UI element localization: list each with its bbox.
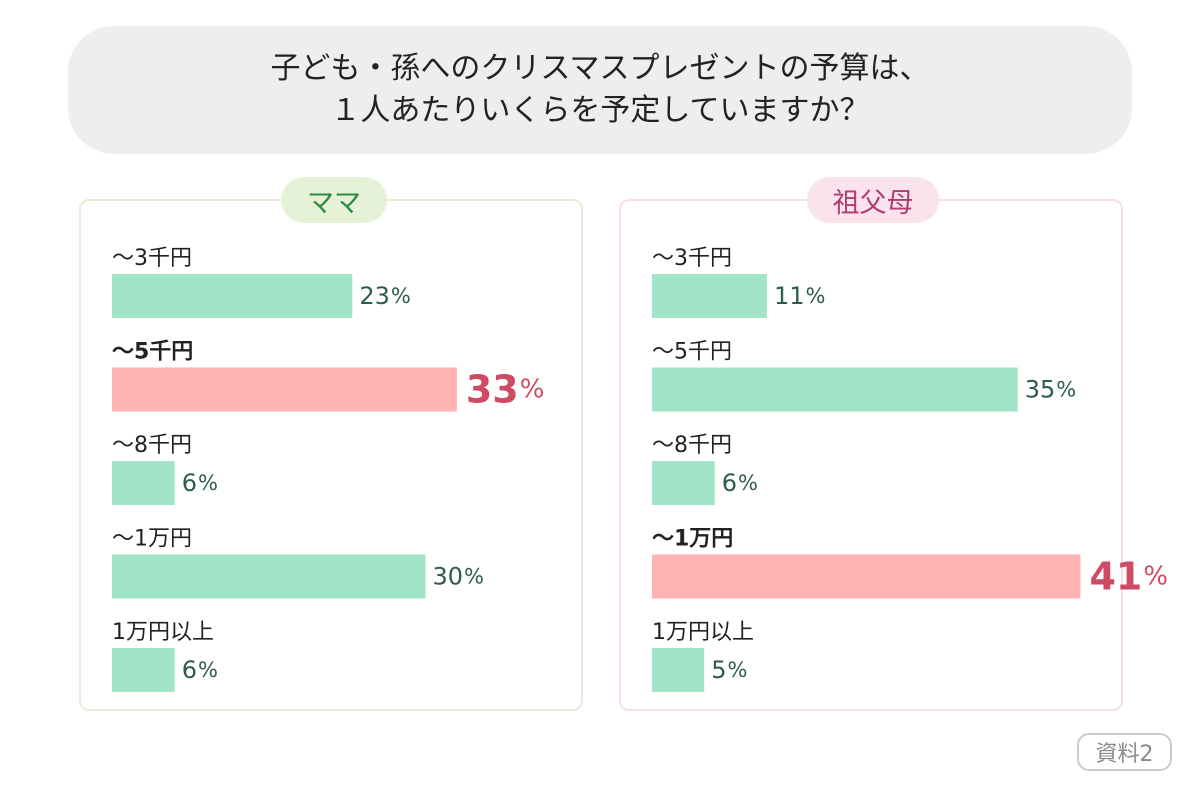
value-label: 23% xyxy=(359,282,411,310)
bar xyxy=(112,554,426,599)
value-label: 5% xyxy=(711,656,747,684)
bar xyxy=(652,274,767,318)
grandparents-panel: 祖父母 〜3千円 11% 〜5千円 35% 〜8千円 6% 〜1万円 41% 1万円以上 5% xyxy=(619,177,1168,711)
mama-bar-chart: 〜3千円 23% 〜5千円 33% 〜8千円 6% 〜1万円 30% 1万円以上 6% xyxy=(112,246,545,692)
value-label: 11% xyxy=(774,282,826,310)
grandparents-panel-label: 祖父母 xyxy=(807,177,939,223)
category-label: 〜1万円 xyxy=(112,527,192,552)
value-label: 6% xyxy=(182,469,218,497)
mama-panel: ママ 〜3千円 23% 〜5千円 33% 〜8千円 6% 〜1万円 30% 1万円以上 6% xyxy=(79,177,583,711)
grandparents-bar-chart: 〜3千円 11% 〜5千円 35% 〜8千円 6% 〜1万円 41% 1万円以上 5% xyxy=(652,246,1168,692)
bar xyxy=(652,367,1018,412)
source-badge: 資料2 xyxy=(1077,733,1172,771)
value-label: 6% xyxy=(182,656,218,684)
title-line-1: 子ども・孫へのクリスマスプレゼントの予算は、 xyxy=(270,51,930,86)
value-label: 33% xyxy=(466,368,545,412)
category-label: 1万円以上 xyxy=(652,620,754,645)
bar xyxy=(112,367,457,412)
bar xyxy=(652,554,1081,599)
mama-panel-label: ママ xyxy=(281,177,387,223)
bar xyxy=(112,274,353,318)
value-label: 30% xyxy=(433,563,485,591)
bar xyxy=(652,461,715,505)
value-label: 6% xyxy=(722,469,758,497)
category-label: 〜1万円 xyxy=(652,527,733,552)
bar xyxy=(112,461,175,505)
value-label: 35% xyxy=(1025,376,1077,404)
category-label: 〜5千円 xyxy=(112,340,193,365)
title-line-2: １人あたりいくらを予定していますか？ xyxy=(330,93,870,128)
bar xyxy=(112,648,175,692)
category-label: 〜8千円 xyxy=(652,433,732,458)
category-label: 1万円以上 xyxy=(112,620,214,645)
value-label: 41% xyxy=(1089,555,1168,599)
category-label: 〜8千円 xyxy=(112,433,192,458)
bar xyxy=(652,648,705,692)
title-banner: 子ども・孫へのクリスマスプレゼントの予算は、 １人あたりいくらを予定していますか… xyxy=(68,26,1132,154)
category-label: 〜3千円 xyxy=(112,246,192,271)
category-label: 〜3千円 xyxy=(652,246,732,271)
category-label: 〜5千円 xyxy=(652,340,732,365)
